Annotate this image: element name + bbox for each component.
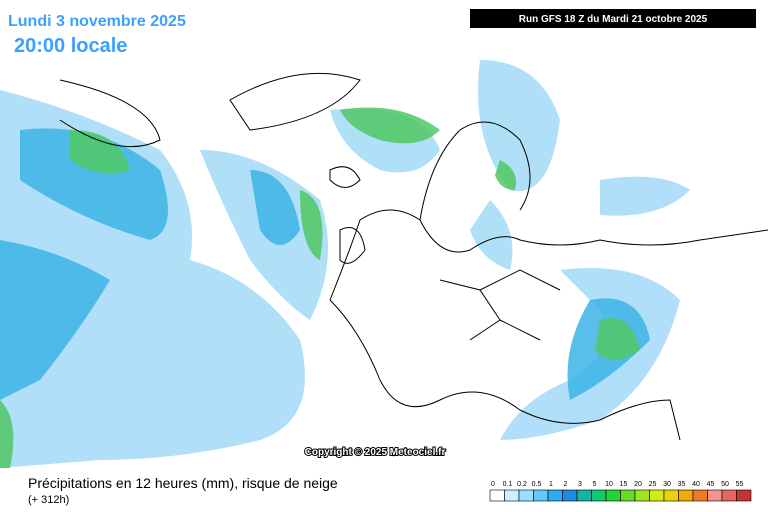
legend-label: 50 xyxy=(721,481,729,488)
legend-swatch xyxy=(649,489,665,502)
legend-swatch xyxy=(663,489,679,502)
legend-swatch xyxy=(721,489,737,502)
legend-swatch xyxy=(576,489,592,502)
legend-swatch xyxy=(707,489,723,502)
legend: 0 0.1 0.2 0.5 1 2 3 5 10 15 20 25 30 35 40 45 50 55 xyxy=(489,481,752,502)
legend-label: 5 xyxy=(593,481,597,488)
footer-title: Précipitations en 12 heures (mm), risque… xyxy=(28,475,338,491)
legend-swatch xyxy=(736,489,752,502)
coastlines xyxy=(59,72,768,441)
legend-label: 1 xyxy=(549,481,553,488)
legend-label: 35 xyxy=(678,481,686,488)
legend-swatch xyxy=(692,489,708,502)
legend-label: 0 xyxy=(491,481,495,488)
legend-label: 0.2 xyxy=(517,481,527,488)
footer-range: (+ 312h) xyxy=(28,494,69,506)
legend-swatch xyxy=(634,489,650,502)
legend-label: 40 xyxy=(692,481,700,488)
legend-swatch xyxy=(620,489,636,502)
legend-swatch xyxy=(518,489,534,502)
legend-label: 2 xyxy=(564,481,568,488)
date-label: Lundi 3 novembre 2025 xyxy=(8,13,186,30)
legend-label: 30 xyxy=(663,481,671,488)
copyright: Copyright © 2025 Meteociel.fr xyxy=(305,447,446,458)
legend-label: 45 xyxy=(707,481,715,488)
legend-swatch xyxy=(533,489,549,502)
legend-swatch xyxy=(591,489,607,502)
legend-label: 0.5 xyxy=(532,481,542,488)
legend-label: 3 xyxy=(578,481,582,488)
precip-heavy xyxy=(0,107,640,468)
legend-swatch xyxy=(504,489,520,502)
legend-label: 25 xyxy=(649,481,657,488)
legend-swatch xyxy=(605,489,621,502)
legend-label: 55 xyxy=(736,481,744,488)
legend-swatch xyxy=(489,489,505,502)
legend-label: 10 xyxy=(605,481,613,488)
legend-label: 0.1 xyxy=(503,481,513,488)
legend-swatch xyxy=(562,489,578,502)
run-box xyxy=(470,9,756,28)
legend-swatch xyxy=(547,489,563,502)
legend-swatch xyxy=(678,489,694,502)
time-label: 20:00 locale xyxy=(14,35,127,57)
legend-label: 15 xyxy=(620,481,628,488)
run-label: Run GFS 18 Z du Mardi 21 octobre 2025 xyxy=(519,14,708,25)
legend-label: 20 xyxy=(634,481,642,488)
